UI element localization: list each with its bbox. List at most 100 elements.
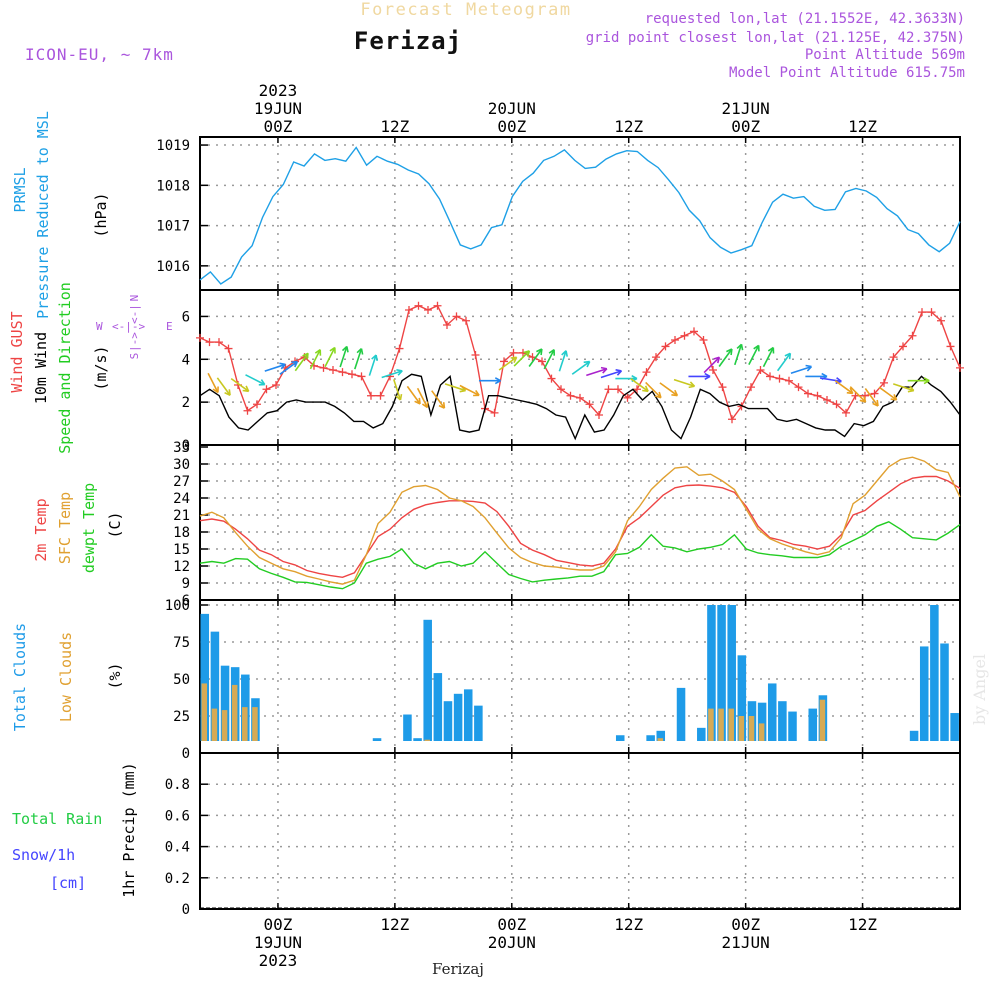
- gust-marker: [709, 366, 717, 374]
- y-tick-label: 0.8: [165, 777, 190, 793]
- wind-arrow-head: [395, 393, 403, 401]
- gust-marker: [205, 338, 214, 347]
- y-tick-label: 100: [165, 598, 190, 614]
- wind-arrow-head: [510, 356, 518, 364]
- wind-arrow-head: [736, 343, 744, 351]
- bar-total-clouds: [372, 738, 382, 741]
- wind-direction-label: Speed and Direction: [56, 282, 74, 454]
- gust-marker: [319, 363, 328, 372]
- gust-marker: [842, 408, 850, 417]
- y-tick-label: 1019: [156, 138, 190, 154]
- wind-arrow: [264, 363, 286, 372]
- wind-arrow: [406, 385, 421, 405]
- gust-marker: [918, 308, 926, 317]
- gust-marker: [756, 366, 765, 374]
- wind-arrow-head: [726, 348, 733, 356]
- gust-marker: [832, 400, 841, 409]
- bar-total-clouds: [930, 605, 939, 741]
- gust-marker: [604, 385, 613, 394]
- gust-marker: [376, 391, 385, 400]
- y-tick-label: 50: [173, 672, 190, 688]
- wind-arrow: [207, 372, 219, 393]
- wind-arrow-head: [523, 350, 531, 357]
- footer-place: Ferizaj: [432, 960, 484, 978]
- gust-marker: [196, 333, 204, 342]
- temp-sfc-label: SFC Temp: [56, 492, 74, 564]
- time-label-bottom: 20JUN: [488, 933, 536, 952]
- wind-arrow-head: [302, 352, 309, 360]
- wind-arrow: [245, 374, 266, 386]
- gust-marker: [471, 351, 480, 359]
- wind-arrow-head: [600, 366, 608, 374]
- gust-marker: [272, 381, 280, 389]
- gust-marker: [462, 316, 470, 325]
- bar-total-clouds: [909, 730, 919, 741]
- bar-total-clouds: [737, 655, 747, 741]
- wind-arrow: [586, 367, 608, 377]
- temp-dewpt-label: dewpt Temp: [80, 483, 98, 573]
- gust-marker: [908, 331, 917, 340]
- precip-snow-unit: [cm]: [50, 874, 86, 892]
- author-credit: by Angel: [970, 654, 989, 725]
- bar-low-clouds: [252, 707, 258, 741]
- gust-marker: [946, 342, 955, 351]
- gust-marker: [775, 374, 784, 383]
- bar-total-clouds: [615, 735, 625, 741]
- time-label-bottom: 00Z: [731, 915, 760, 934]
- y-tick-label: 0.2: [165, 871, 190, 887]
- wind-arrow: [528, 348, 543, 367]
- wind-arrow: [230, 377, 250, 392]
- wind-arrow: [703, 356, 720, 374]
- y-tick-label: 6: [182, 593, 190, 609]
- clouds-total-label: Total Clouds: [11, 623, 29, 731]
- wind-arrow: [790, 365, 812, 375]
- wind-arrow: [381, 370, 403, 379]
- wind-arrow-head: [615, 369, 623, 376]
- y-tick-label: 18: [173, 525, 190, 541]
- compass-north: N: [128, 295, 141, 302]
- wind-arrow-head: [805, 364, 813, 372]
- gust-marker: [395, 344, 404, 353]
- wind-arrow-head: [704, 372, 711, 381]
- time-label-bottom: 2023: [259, 951, 298, 970]
- wind-gust-label: Wind GUST: [8, 311, 26, 392]
- wind-arrow: [431, 390, 446, 409]
- bar-total-clouds: [778, 701, 787, 741]
- wind-panel: 0 2 4 6 Wind GUST 10m Wind Speed and Direction…: [8, 282, 964, 454]
- gust-marker: [642, 368, 651, 377]
- bar-total-clouds: [453, 693, 463, 741]
- gust-marker: [215, 338, 223, 347]
- panels: 1016 1017 1018 1019 PRMSL Pressure Reduced to…: [8, 111, 964, 918]
- wind-arrow-head: [356, 348, 364, 355]
- wind-arrow-head: [583, 360, 591, 368]
- gust-marker: [576, 393, 584, 402]
- wind-arrow: [543, 349, 555, 370]
- gust-marker: [870, 389, 879, 398]
- gust-marker: [243, 406, 252, 415]
- gust-marker: [956, 363, 964, 372]
- wind-direction-arrows: [207, 343, 930, 409]
- gust-marker: [500, 357, 508, 366]
- gust-marker: [547, 374, 556, 383]
- wind-arrow: [734, 344, 743, 366]
- wind-arrow-head: [846, 387, 854, 395]
- wind-arrow-head: [224, 389, 231, 397]
- gust-marker: [348, 370, 356, 379]
- wind-arrow-head: [688, 381, 696, 389]
- wind-arrow-head: [753, 344, 760, 352]
- wind-arrow-head: [890, 394, 898, 401]
- wind-arrow: [762, 347, 775, 368]
- gust-marker: [728, 415, 736, 424]
- y-tick-label: 30: [173, 457, 190, 473]
- place-title: Ferizaj: [354, 27, 462, 55]
- gust-marker: [338, 368, 347, 377]
- time-label-top: 12Z: [380, 117, 409, 136]
- gust-marker: [519, 348, 527, 357]
- temperature-series-sfc-temp: [199, 456, 961, 585]
- precip-frame: [199, 752, 961, 910]
- pressure-label-1: PRMSL: [11, 167, 29, 212]
- bar-total-clouds: [676, 687, 686, 741]
- gust-marker: [747, 383, 755, 392]
- bar-total-clouds: [808, 708, 818, 741]
- wind-arrow: [600, 370, 622, 379]
